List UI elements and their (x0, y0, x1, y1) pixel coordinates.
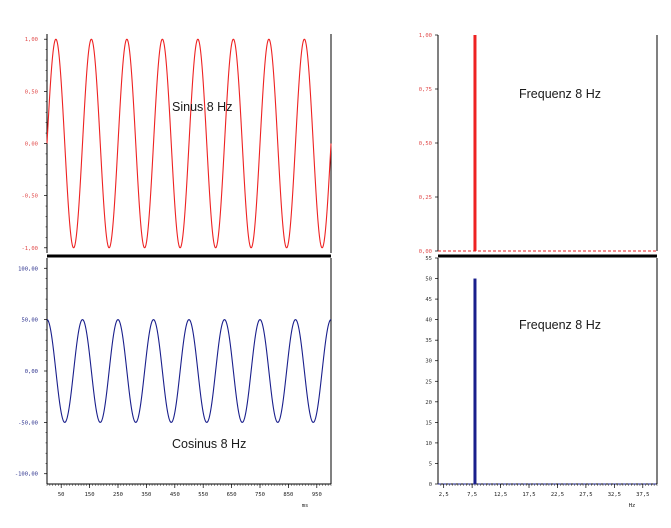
sine-chart: 1,00 0,50 0,00 -0,50 -1,00 Sinus 8 Hz (21, 34, 332, 258)
x-tick-label: 32,5 (608, 492, 621, 498)
x-tick-label: 50 (58, 492, 65, 498)
x-tick-label: 750 (255, 492, 265, 498)
y-tick-label: 100,00 (18, 266, 38, 272)
x-tick-label: 950 (312, 492, 322, 498)
y-tick-label: 30 (425, 359, 432, 365)
y-tick-label: 40 (425, 318, 432, 324)
x-tick-label: 17,5 (522, 492, 535, 498)
x-tick-label: 650 (227, 492, 237, 498)
y-tick-label: 0,00 (25, 369, 38, 375)
cosine-series-line (46, 319, 332, 423)
x-tick-label: 2,5 (439, 492, 449, 498)
y-tick-label: -1,00 (21, 246, 38, 252)
y-tick-label: 0 (429, 482, 432, 488)
y-tick-label: 0,25 (419, 195, 432, 201)
y-tick-label: -0,50 (21, 194, 38, 200)
y-tick-label: 0,00 (25, 142, 38, 148)
spectrum-bar (473, 278, 477, 484)
y-tick-label: 5 (429, 461, 432, 467)
x-axis-unit: Hz (629, 503, 636, 509)
y-tick-label: 0,50 (419, 141, 432, 147)
y-tick-label: 0,50 (25, 89, 38, 95)
sine-annotation: Sinus 8 Hz (172, 100, 232, 114)
x-tick-label: 37,5 (636, 492, 649, 498)
y-tick-label: 15 (425, 420, 432, 426)
x-tick-label: 550 (198, 492, 208, 498)
y-tick-label: 50 (425, 277, 432, 283)
x-tick-label: 7,5 (467, 492, 477, 498)
y-tick-label: 10 (425, 441, 432, 447)
y-tick-label: 55 (425, 256, 432, 262)
y-tick-label: -100,00 (15, 472, 38, 478)
spectrum-bar (473, 35, 477, 251)
y-tick-label: 35 (425, 338, 432, 344)
x-tick-label: 250 (113, 492, 123, 498)
y-tick-label: 0,00 (419, 249, 432, 255)
x-tick-label: 850 (283, 492, 293, 498)
x-tick-label: 22,5 (551, 492, 564, 498)
y-tick-label: 50,00 (21, 318, 38, 324)
y-tick-label: 0,75 (419, 87, 432, 93)
y-tick-label: 1,00 (419, 33, 432, 39)
y-tick-label: 45 (425, 297, 432, 303)
spectrum-bottom-annotation: Frequenz 8 Hz (519, 318, 601, 332)
y-tick-label: 20 (425, 400, 432, 406)
x-tick-label: 150 (85, 492, 95, 498)
x-tick-label: 27,5 (579, 492, 592, 498)
x-axis-unit: ms (302, 503, 309, 509)
y-tick-label: 1,00 (25, 37, 38, 43)
spectrum-top-annotation: Frequenz 8 Hz (519, 87, 601, 101)
cosine-chart: 100,00 50,00 0,00 -50,00 -100,00 50 150 250 350 4… (15, 258, 332, 509)
x-tick-label: 12,5 (494, 492, 507, 498)
spectrum-top-chart: 1,00 0,75 0,50 0,25 0,00 Frequenz 8 Hz (419, 33, 658, 258)
x-tick-label: 450 (170, 492, 180, 498)
x-tick-label: 350 (141, 492, 151, 498)
y-tick-label: 25 (425, 379, 432, 385)
cosine-annotation: Cosinus 8 Hz (172, 437, 246, 451)
y-tick-label: -50,00 (18, 420, 38, 426)
sine-series-line (46, 38, 332, 249)
